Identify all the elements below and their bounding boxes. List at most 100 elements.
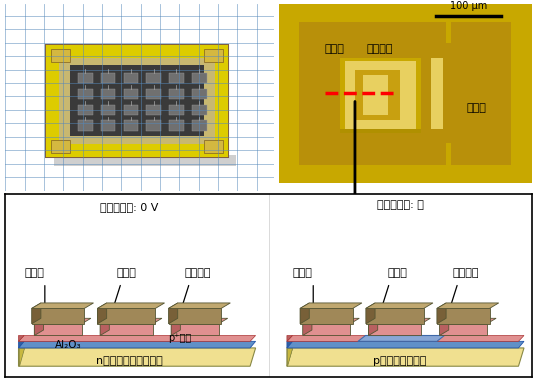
Bar	[204, 140, 223, 153]
Text: 100 μm: 100 μm	[450, 1, 487, 11]
Bar	[300, 22, 340, 165]
Polygon shape	[18, 348, 256, 366]
Polygon shape	[100, 318, 110, 336]
Polygon shape	[18, 336, 256, 341]
Text: ゲート電圧: 負: ゲート電圧: 負	[376, 200, 424, 210]
Bar	[204, 49, 223, 62]
Bar	[78, 120, 93, 131]
Bar	[169, 105, 184, 115]
Bar	[101, 73, 115, 83]
Bar	[101, 89, 115, 99]
Polygon shape	[368, 318, 430, 324]
Polygon shape	[32, 303, 93, 309]
Polygon shape	[18, 341, 256, 348]
Bar	[78, 89, 93, 99]
Polygon shape	[100, 324, 153, 336]
Bar	[340, 129, 420, 133]
Text: ドレイン: ドレイン	[453, 269, 479, 279]
Polygon shape	[287, 348, 293, 366]
Bar	[355, 70, 401, 120]
Polygon shape	[169, 309, 221, 324]
Bar	[300, 22, 446, 58]
Polygon shape	[34, 318, 91, 324]
Polygon shape	[18, 341, 24, 348]
Polygon shape	[34, 318, 43, 336]
Text: ゲート: ゲート	[466, 102, 486, 113]
Bar	[146, 89, 161, 99]
Bar	[146, 120, 161, 131]
Polygon shape	[171, 324, 219, 336]
Bar	[101, 120, 115, 131]
Bar	[51, 140, 70, 153]
Polygon shape	[98, 309, 155, 324]
Polygon shape	[303, 318, 312, 336]
Bar	[420, 43, 453, 144]
Bar	[362, 75, 388, 115]
Text: ソース: ソース	[325, 44, 345, 54]
Bar	[169, 120, 184, 131]
Text: Al₂O₃: Al₂O₃	[55, 340, 82, 350]
Polygon shape	[358, 336, 445, 341]
Text: ドレイン: ドレイン	[184, 269, 211, 279]
Polygon shape	[440, 318, 496, 324]
Bar	[192, 73, 207, 83]
Polygon shape	[287, 348, 293, 366]
Text: ゲート電圧: 0 V: ゲート電圧: 0 V	[100, 202, 158, 212]
Bar	[51, 49, 70, 62]
Text: ドレイン: ドレイン	[367, 44, 394, 54]
Polygon shape	[366, 309, 424, 324]
Polygon shape	[303, 318, 359, 324]
Bar	[124, 120, 139, 131]
Text: ゲート: ゲート	[388, 269, 408, 279]
Polygon shape	[287, 341, 293, 348]
Polygon shape	[368, 324, 421, 336]
Bar	[46, 45, 59, 157]
Polygon shape	[437, 303, 499, 309]
Polygon shape	[366, 303, 375, 324]
Bar	[78, 73, 93, 83]
Polygon shape	[368, 318, 378, 336]
Text: ソース: ソース	[293, 269, 313, 279]
Bar	[192, 105, 207, 115]
Bar	[169, 89, 184, 99]
Bar	[124, 105, 139, 115]
Bar	[431, 58, 444, 129]
Text: pチャネルの形成: pチャネルの形成	[373, 356, 427, 366]
Polygon shape	[300, 303, 309, 324]
Polygon shape	[98, 303, 164, 309]
Polygon shape	[440, 324, 487, 336]
Bar	[46, 45, 228, 157]
Polygon shape	[18, 348, 24, 366]
Polygon shape	[300, 309, 353, 324]
Bar	[451, 22, 511, 165]
Polygon shape	[287, 348, 524, 366]
Polygon shape	[287, 336, 524, 341]
Polygon shape	[171, 318, 228, 324]
Bar	[54, 155, 236, 166]
Polygon shape	[98, 303, 107, 324]
Polygon shape	[34, 324, 82, 336]
Polygon shape	[32, 303, 41, 324]
Polygon shape	[303, 324, 350, 336]
Bar	[124, 73, 139, 83]
Bar	[300, 133, 446, 165]
Bar	[146, 73, 161, 83]
Polygon shape	[300, 303, 362, 309]
Polygon shape	[100, 318, 162, 324]
Bar	[78, 105, 93, 115]
Polygon shape	[32, 309, 84, 324]
Text: p⁺型層: p⁺型層	[169, 333, 192, 343]
Polygon shape	[169, 303, 178, 324]
Bar	[345, 61, 416, 129]
Polygon shape	[440, 318, 449, 336]
Polygon shape	[18, 348, 24, 366]
Polygon shape	[437, 303, 446, 324]
Text: ソース: ソース	[24, 269, 44, 279]
Bar	[46, 45, 228, 58]
Bar	[101, 105, 115, 115]
Polygon shape	[287, 341, 524, 348]
Bar	[124, 89, 139, 99]
Text: ゲート: ゲート	[117, 269, 136, 279]
Polygon shape	[171, 318, 180, 336]
Polygon shape	[169, 303, 230, 309]
